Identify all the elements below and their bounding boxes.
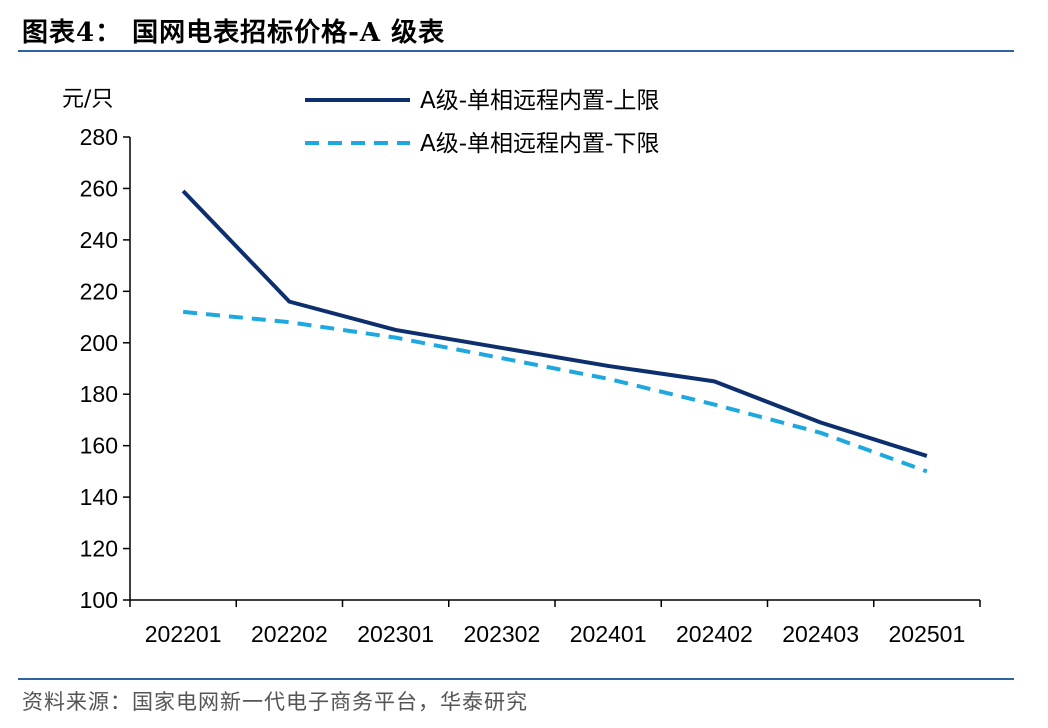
series-line-lower xyxy=(182,309,928,474)
x-tick-label: 202403 xyxy=(782,621,859,647)
y-tick-label: 120 xyxy=(80,536,118,562)
legend: A级-单相远程内置-上限 A级-单相远程内置-下限 xyxy=(305,88,659,157)
x-tick-label: 202301 xyxy=(357,621,434,647)
y-tick-label: 160 xyxy=(80,433,118,459)
x-tick-label: 202402 xyxy=(676,621,753,647)
y-tick-label: 180 xyxy=(80,381,118,407)
axes: 100 120 140 160 180 200 220 240 260 280 202201 2022… xyxy=(80,124,981,647)
y-tick-label: 200 xyxy=(80,330,118,356)
x-tick-label: 202202 xyxy=(251,621,328,647)
y-tick-label: 100 xyxy=(80,587,118,613)
title-divider xyxy=(18,50,1014,52)
legend-label-upper: A级-单相远程内置-上限 xyxy=(420,88,659,114)
footer-divider xyxy=(18,678,1014,680)
source-note: 资料来源：国家电网新一代电子商务平台，华泰研究 xyxy=(22,690,528,714)
legend-label-lower: A级-单相远程内置-下限 xyxy=(420,131,659,157)
series-layer xyxy=(181,189,928,474)
line-chart: 元/只 A级-单相远程内置-上限 A级-单相远程内置-下限 1001201401… xyxy=(62,87,981,647)
y-tick-label: 280 xyxy=(80,124,118,150)
series-line-upper xyxy=(181,189,928,458)
x-tick-label: 202201 xyxy=(145,621,222,647)
figure-title: 图表4： 国网电表招标价格-A 级表 xyxy=(22,18,446,48)
y-axis-unit-label: 元/只 xyxy=(62,87,113,112)
x-tick-label: 202501 xyxy=(889,621,966,647)
y-tick-label: 140 xyxy=(80,484,118,510)
x-tick-label: 202401 xyxy=(570,621,647,647)
y-tick-label: 260 xyxy=(80,175,118,201)
x-tick-label: 202302 xyxy=(464,621,541,647)
y-tick-label: 220 xyxy=(80,278,118,304)
y-tick-label: 240 xyxy=(80,227,118,253)
